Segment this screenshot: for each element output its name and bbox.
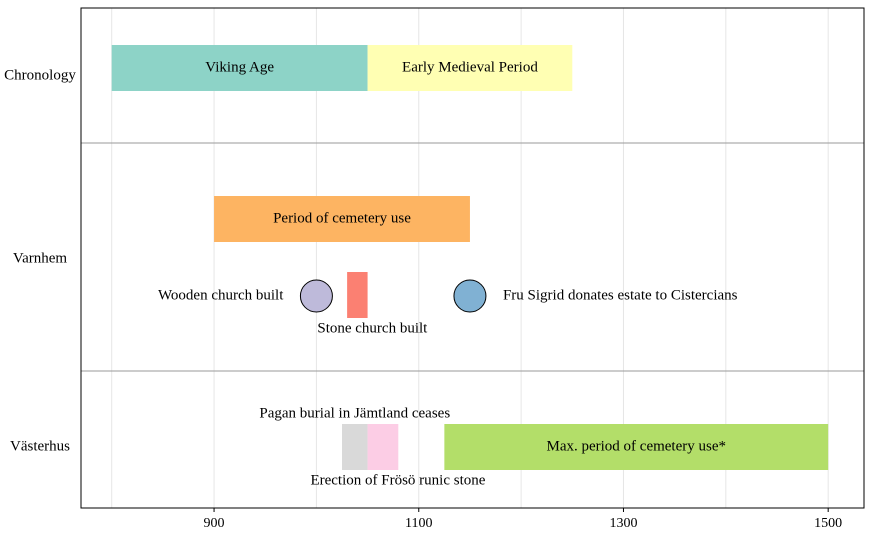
timeline-bar <box>342 424 368 470</box>
x-tick-label: 1500 <box>814 516 842 531</box>
row-label: Chronology <box>4 67 76 83</box>
timeline-bar <box>367 45 573 91</box>
bar-label: Pagan burial in Jämtland ceases <box>259 405 450 421</box>
bar-label: Early Medieval Period <box>402 59 538 75</box>
x-axis: 900 1100 1300 1500 <box>204 508 842 531</box>
timeline-bar <box>347 272 368 318</box>
x-tick-label: 1100 <box>405 516 432 531</box>
timeline-bar <box>367 424 399 470</box>
plot-border <box>80 7 865 509</box>
bar-label: Stone church built <box>317 320 428 336</box>
x-tick-label: 900 <box>204 516 225 531</box>
timeline-point <box>299 279 333 313</box>
chart-marks <box>111 45 829 470</box>
bar-label: Erection of Frösö runic stone <box>310 472 485 488</box>
row-dividers <box>81 142 864 372</box>
timeline-bar <box>214 196 470 242</box>
timeline-bar <box>444 424 829 470</box>
x-tick-label: 1300 <box>609 516 637 531</box>
timeline-bar <box>111 45 368 91</box>
mark-labels: Viking Age Early Medieval Period Period of… <box>158 59 738 488</box>
row-label: Västerhus <box>10 438 70 454</box>
bar-label: Viking Age <box>205 59 274 75</box>
point-label: Fru Sigrid donates estate to Cistercians <box>503 287 738 303</box>
timeline-point <box>453 279 487 313</box>
row-label: Varnhem <box>13 250 67 266</box>
row-labels: Chronology Varnhem Västerhus <box>4 67 76 454</box>
bar-label: Period of cemetery use <box>273 210 411 226</box>
point-label: Wooden church built <box>158 287 284 303</box>
bar-label: Max. period of cemetery use* <box>546 438 726 454</box>
